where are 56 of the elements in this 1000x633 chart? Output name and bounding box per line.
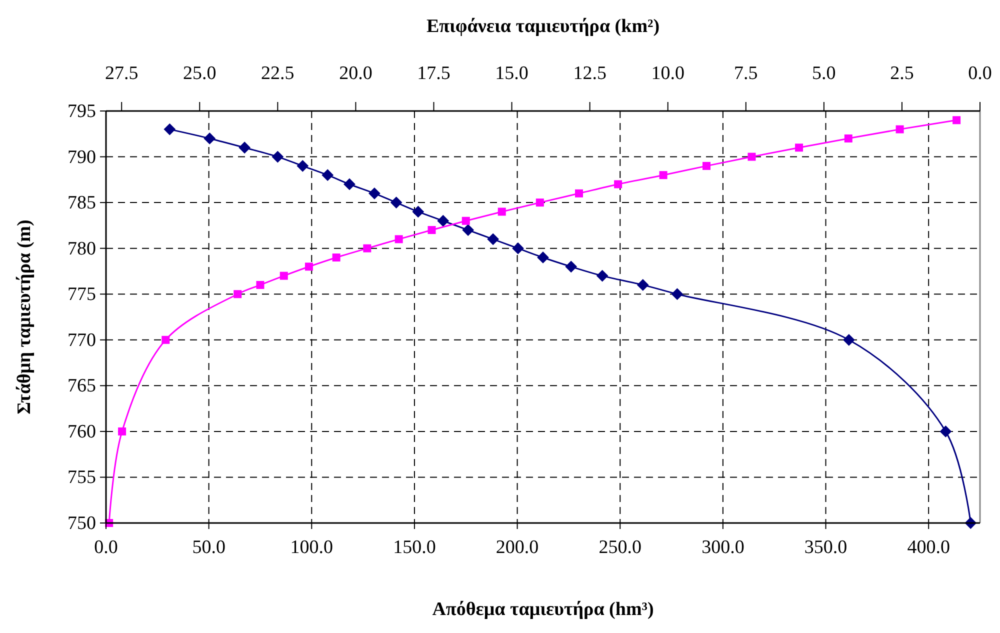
y-tick-label: 750 [68,513,96,534]
y-axis-title: Στάθμη ταμιευτήρα (m) [14,220,35,414]
y-tick-label: 755 [68,467,96,488]
point [896,125,904,134]
point [659,171,668,180]
y-tick-label: 785 [68,192,96,214]
x2-tick-label: 27.5 [104,63,138,84]
x2-tick-label: 2.5 [890,63,914,84]
x-tick-label: 350.0 [804,537,848,558]
point [844,134,852,142]
x2-tick-label: 20.0 [339,63,372,84]
point [332,253,340,262]
point [462,216,470,225]
y-tick-label: 760 [68,421,96,442]
y-tick-label: 795 [68,101,96,122]
x-tick-label: 200.0 [496,537,539,558]
y-tick-label: 775 [68,284,96,306]
point [304,262,313,271]
x2-tick-label: 25.0 [183,63,216,84]
x-tick-label: 100.0 [290,537,334,558]
point [256,280,264,289]
point [234,290,242,298]
point [394,235,403,244]
x-tick-label: 50.0 [192,537,226,558]
point [748,152,756,161]
x-tick-label: 0.0 [94,537,118,558]
y-tick-label: 780 [68,238,96,260]
point [118,427,126,436]
point [498,208,506,216]
point [280,272,288,280]
point [363,244,372,252]
x-tick-label: 400.0 [907,537,950,558]
point [574,189,583,198]
x-tick-label: 150.0 [393,537,436,558]
point [952,116,961,124]
y-tick-label: 770 [68,330,96,351]
point [795,144,804,152]
y-tick-label: 765 [68,376,96,397]
x2-axis-title: Επιφάνεια ταμιευτήρα (km²) [426,16,660,37]
x2-tick-label: 22.5 [261,63,294,84]
point [614,180,622,188]
x2-tick-label: 5.0 [812,63,836,84]
x2-tick-label: 15.0 [495,63,528,84]
y-tick-label: 790 [68,146,96,168]
x2-tick-label: 12.5 [573,63,606,84]
point [536,198,544,207]
x-tick-label: 250.0 [598,537,642,558]
point [702,162,710,170]
x2-tick-label: 0.0 [968,63,992,84]
x2-tick-label: 7.5 [734,63,758,84]
point [428,226,436,234]
x-tick-label: 300.0 [702,537,744,558]
x2-tick-label: 10.0 [651,63,684,84]
x2-tick-label: 17.5 [417,63,450,84]
x-axis-title: Απόθεμα ταμιευτήρα (hm³) [432,599,654,620]
point [162,336,170,344]
